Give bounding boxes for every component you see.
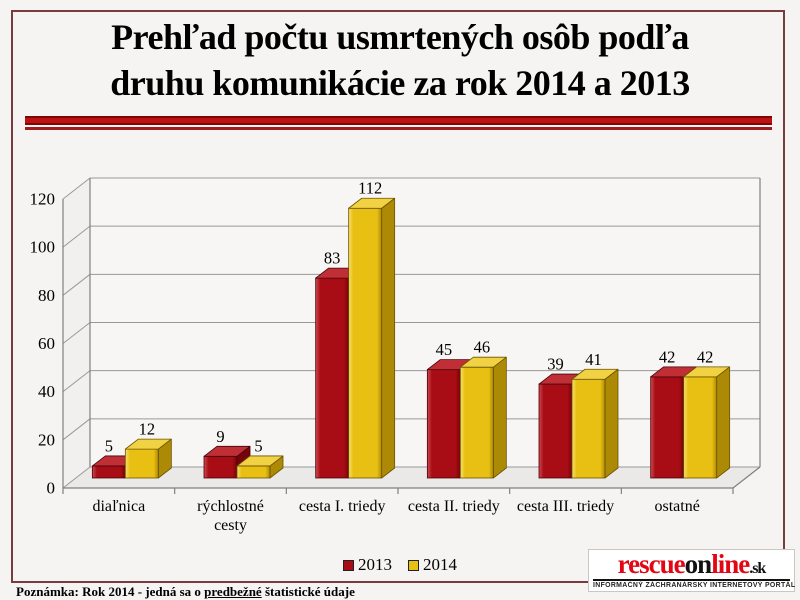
grid-lines [62,177,760,489]
data-label: 46 [474,338,491,357]
x-tick-label: rýchlostné [197,498,264,515]
y-axis-labels: 0 20 40 60 80 100 120 [30,189,56,497]
legend-swatch [343,559,354,571]
x-tick-label: diaľnica [92,498,145,515]
legend-label: 2014 [423,555,457,574]
data-labels: 5 12 9 5 83 112 45 46 39 41 42 42 [105,179,714,456]
bar-2014-0 [124,438,172,479]
footnote: Poznámka: Rok 2014 - jedná sa o predbežn… [16,584,355,600]
bar-2014-5 [683,366,731,479]
bars [91,197,731,479]
rescueonline-logo: rescueonline.sk INFORMAČNÝ ZÁCHRANÁRSKY … [588,549,795,592]
logo-tagline: INFORMAČNÝ ZÁCHRANÁRSKY INTERNETOVÝ PORT… [593,582,796,589]
data-label: 12 [139,420,156,439]
logo-segment-sk: .sk [749,560,766,577]
y-tick-label: 20 [38,430,55,449]
data-label: 39 [547,355,564,374]
logo-divider [593,579,790,581]
data-label: 112 [358,179,382,198]
bar-2014-3 [459,356,507,479]
logo-segment: line [711,549,750,579]
logo-segment: on [684,549,713,579]
bar-2013-1 [203,445,251,479]
data-label: 9 [216,427,224,446]
data-label: 42 [659,347,676,366]
legend-label: 2013 [358,555,392,574]
page-title: Prehľad počtu usmrtených osôb podľa druhu… [0,14,800,106]
bar-chart-canvas: 0 20 40 60 80 100 120 5 12 9 5 83 112 45 46 39 41 42 42 dia… [30,177,761,534]
footnote-prefix: Poznámka: Rok 2014 - jedná sa o [16,584,205,599]
y-tick-label: 80 [38,286,55,305]
legend-swatch [408,559,419,571]
x-tick-label: cesta I. triedy [299,498,386,515]
bar-chart: 0 20 40 60 80 100 120 5 12 9 5 83 112 45 46 39 41 42 42 dia… [15,165,785,565]
y-tick-label: 100 [30,238,56,257]
footnote-underlined: predbežné [204,584,262,599]
title-divider-thick [25,116,772,125]
data-label: 5 [105,436,113,455]
data-label: 45 [436,340,453,359]
x-tick-label: cesty [214,517,247,534]
data-label: 83 [324,249,341,268]
y-tick-label: 120 [30,189,56,208]
x-tick-label: cesta III. triedy [517,498,614,515]
x-tick-label: ostatné [655,498,700,515]
bar-2014-4 [571,368,619,479]
y-tick-label: 40 [38,382,55,401]
legend-item-2014: 2014 [408,555,457,575]
footnote-suffix: štatistické údaje [261,584,355,599]
x-tick-label: cesta II. triedy [408,498,500,515]
logo-segment: rescue [617,549,686,579]
title-divider-thin [25,127,772,130]
data-label: 42 [697,347,714,366]
data-label: 41 [585,350,602,369]
bar-2014-1 [236,455,284,479]
title-line-1: Prehľad počtu usmrtených osôb podľa [111,17,689,57]
data-label: 5 [254,436,262,455]
title-line-2: druhu komunikácie za rok 2014 a 2013 [110,63,690,104]
rescueonline-wordmark: rescueonline.sk [593,551,790,578]
y-tick-label: 0 [47,479,56,498]
x-axis-labels: diaľnica rýchlostné cesty cesta I. triedy ce… [92,498,699,534]
legend-item-2013: 2013 [343,555,392,575]
axis-lines [62,177,761,494]
chart-legend: 2013 2014 [0,555,800,575]
bar-2014-2 [348,197,396,479]
y-tick-label: 60 [38,334,55,353]
